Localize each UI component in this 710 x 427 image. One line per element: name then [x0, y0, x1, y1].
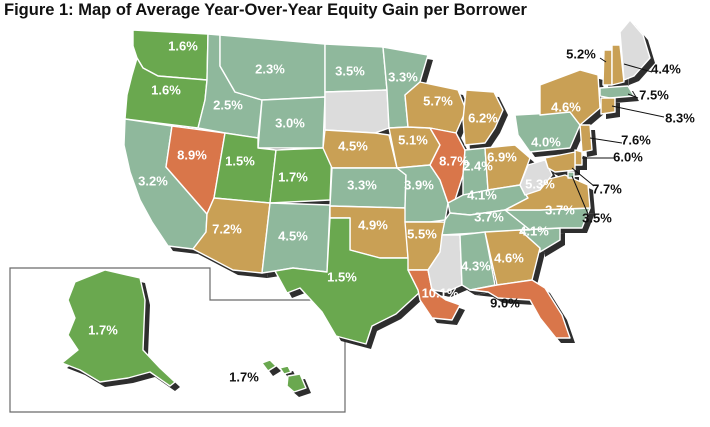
state-label-ok: 4.9%	[358, 217, 388, 232]
state-label-layer: 1.6% 1.6% 3.2% 8.9% 2.5% 2.3% 3.0% 1.5% 7.2% 1.7%…	[88, 38, 695, 384]
state-label-or: 1.6%	[151, 82, 181, 97]
state-label-nc: 3.7%	[545, 202, 575, 217]
state-label-tx: 1.5%	[327, 269, 357, 284]
state-label-ma: 7.5%	[639, 87, 669, 102]
leader-line-nj	[589, 137, 623, 144]
map-title: Figure 1: Map of Average Year-Over-Year …	[4, 1, 527, 19]
state-label-nv: 8.9%	[177, 147, 207, 162]
state-label-ca: 3.2%	[138, 173, 168, 188]
leader-line-ct	[611, 105, 665, 118]
state-label-az: 7.2%	[212, 221, 242, 236]
state-label-nh: 4.4%	[651, 61, 681, 76]
state-label-id: 2.5%	[213, 97, 243, 112]
state-label-md: 7.7%	[592, 181, 622, 196]
state-label-sc: 4.1%	[519, 223, 549, 238]
state-label-va: 5.3%	[525, 176, 555, 191]
state-md	[544, 151, 576, 173]
leader-line-layer	[571, 57, 665, 215]
state-label-ga: 4.6%	[494, 250, 524, 265]
state-label-wi: 5.7%	[423, 93, 453, 108]
leader-line-nh	[623, 63, 653, 73]
state-label-oh: 6.9%	[487, 149, 517, 164]
leader-line-dc	[571, 175, 589, 215]
state-label-ky: 4.1%	[467, 187, 497, 202]
state-mi	[462, 89, 504, 146]
state-label-mn: 3.3%	[388, 69, 418, 84]
state-vt	[602, 49, 613, 86]
state-dc	[567, 171, 575, 179]
state-de	[574, 149, 583, 166]
state-label-mi: 6.2%	[468, 110, 498, 125]
state-label-ar: 5.5%	[407, 226, 437, 241]
state-label-de: 6.0%	[613, 149, 643, 164]
state-nh	[611, 44, 625, 86]
leader-line-md	[571, 167, 595, 187]
state-label-mt: 2.3%	[255, 61, 285, 76]
state-label-nj: 7.6%	[621, 132, 651, 147]
state-label-ia: 5.1%	[398, 132, 428, 147]
state-label-la: 10.1%	[422, 285, 459, 300]
state-label-wa: 1.6%	[168, 38, 198, 53]
state-ct	[600, 97, 616, 115]
state-label-dc: 3.5%	[582, 210, 612, 225]
state-label-nd: 3.5%	[335, 63, 365, 78]
leader-line-ma	[627, 93, 639, 99]
state-hi	[261, 359, 307, 393]
state-fill-layer	[61, 19, 651, 393]
state-label-al: 4.3%	[461, 258, 491, 273]
state-label-co: 1.7%	[278, 169, 308, 184]
state-label-hi: 1.7%	[229, 369, 259, 384]
state-ny	[539, 69, 601, 126]
state-label-ut: 1.5%	[225, 153, 255, 168]
state-nj	[579, 124, 593, 153]
state-label-ne: 4.5%	[338, 138, 368, 153]
state-label-vt: 5.2%	[566, 46, 596, 61]
state-ma	[599, 85, 635, 99]
state-label-fl: 9.0%	[490, 295, 520, 310]
state-label-wy: 3.0%	[275, 115, 305, 130]
state-ak	[61, 269, 176, 387]
leader-line-vt	[599, 57, 607, 63]
state-label-ks: 3.3%	[347, 177, 377, 192]
state-ga	[484, 229, 541, 286]
state-fl	[469, 279, 571, 339]
state-label-nm: 4.5%	[278, 228, 308, 243]
state-label-ak: 1.7%	[88, 322, 118, 337]
state-tx	[274, 217, 421, 345]
state-label-mo: 3.9%	[404, 177, 434, 192]
state-label-il: 8.7%	[439, 153, 469, 168]
state-sd	[324, 89, 390, 134]
state-label-tn: 3.7%	[474, 209, 504, 224]
state-label-pa: 4.0%	[531, 134, 561, 149]
state-label-ct: 8.3%	[665, 110, 695, 125]
state-label-in: 2.4%	[463, 158, 493, 173]
state-label-ny: 4.6%	[551, 99, 581, 114]
